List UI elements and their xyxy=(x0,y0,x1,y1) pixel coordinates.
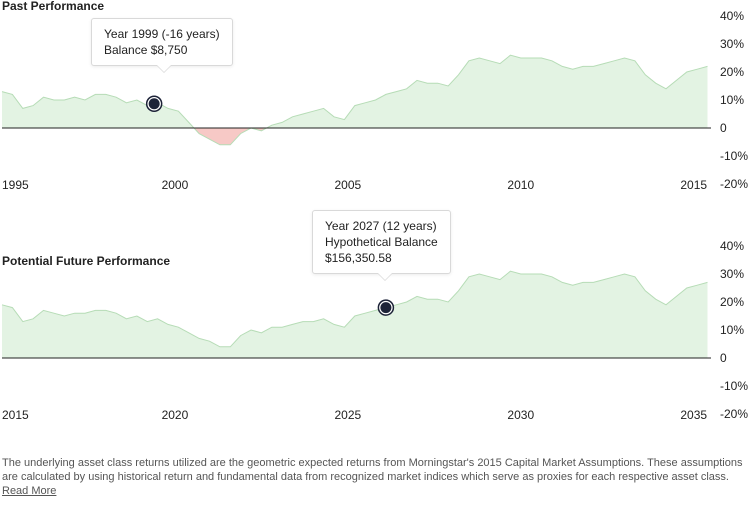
x-tick-label: 1995 xyxy=(2,178,29,192)
series-line xyxy=(1,270,708,348)
footnote-text: The underlying asset class returns utili… xyxy=(2,457,743,483)
y-tick-label: 20% xyxy=(720,295,744,309)
y-tick-label: -10% xyxy=(720,149,748,163)
tooltip-balance: $156,350.58 xyxy=(325,251,392,265)
chart-title-future: Potential Future Performance xyxy=(2,254,171,268)
marker-dot xyxy=(380,302,392,314)
x-tick-label: 2015 xyxy=(680,178,707,192)
positive-area xyxy=(2,55,708,129)
series-line xyxy=(1,54,708,146)
chart-title-past: Past Performance xyxy=(2,0,105,13)
y-tick-label: 30% xyxy=(720,37,744,51)
y-tick-label: 40% xyxy=(720,9,744,23)
read-more-link[interactable]: Read More xyxy=(2,485,57,497)
tooltip-year: Year 1999 (-16 years) xyxy=(104,27,220,41)
positive-area xyxy=(2,271,708,358)
x-tick-label: 2005 xyxy=(335,178,362,192)
x-tick-label: 2030 xyxy=(507,408,534,422)
y-tick-label: -10% xyxy=(720,379,748,393)
y-tick-label: 20% xyxy=(720,65,744,79)
x-tick-label: 2015 xyxy=(2,408,29,422)
x-tick-label: 2035 xyxy=(680,408,707,422)
tooltip-balance: Balance $8,750 xyxy=(104,43,188,57)
y-tick-label: -20% xyxy=(720,407,748,421)
future-performance-chart: 40% 30% 20% 10% 0 -10% -20% 2015 2020 2025 2030 203… xyxy=(1,239,748,422)
y-tick-label: 0 xyxy=(720,121,727,135)
marker-dot xyxy=(148,98,160,110)
y-tick-label: 10% xyxy=(720,323,744,337)
past-performance-tooltip: Year 1999 (-16 years) Balance $8,750 xyxy=(91,18,233,73)
x-tick-label: 2010 xyxy=(507,178,534,192)
y-tick-label: 30% xyxy=(720,267,744,281)
past-performance-chart: 40% 30% 20% 10% 0 -10% -20% 1995 2000 2005 2010 201… xyxy=(1,9,748,192)
x-tick-label: 2025 xyxy=(335,408,362,422)
future-performance-tooltip: Year 2027 (12 years) Hypothetical Balanc… xyxy=(312,210,451,281)
y-tick-label: 40% xyxy=(720,239,744,253)
y-tick-label: 10% xyxy=(720,93,744,107)
negative-area xyxy=(2,128,708,145)
y-tick-label: 0 xyxy=(720,351,727,365)
tooltip-label: Hypothetical Balance xyxy=(325,235,438,249)
x-tick-label: 2000 xyxy=(162,178,189,192)
x-tick-label: 2020 xyxy=(162,408,189,422)
tooltip-year: Year 2027 (12 years) xyxy=(325,219,437,233)
y-tick-label: -20% xyxy=(720,177,748,191)
